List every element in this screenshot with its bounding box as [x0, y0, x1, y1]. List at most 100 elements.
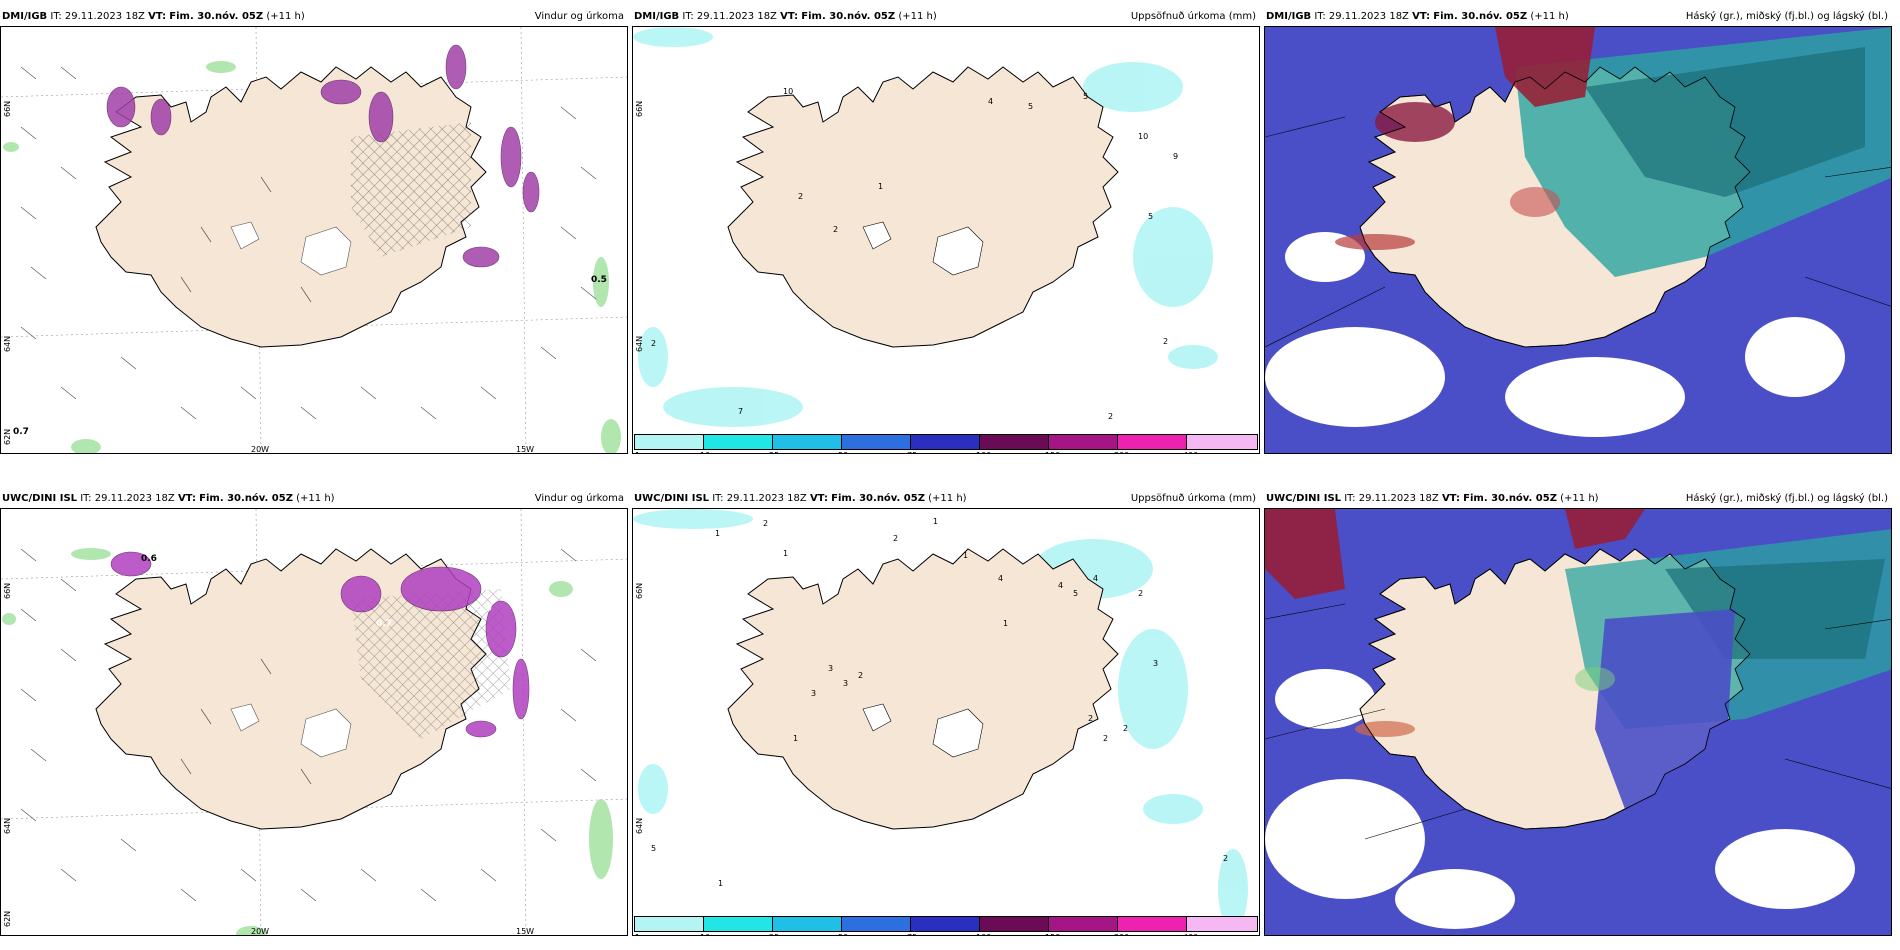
valid-time: Fim. 30.nóv. 05Z: [1433, 11, 1528, 22]
colorbar-tick: 150: [1045, 933, 1060, 935]
map-area[interactable]: [1264, 26, 1892, 454]
precip-number: 2: [1163, 337, 1169, 346]
map-area[interactable]: 66N 64N 10 4 5 5 10 9 1 2 2 5 2 2 7 2 11…: [632, 26, 1260, 454]
colorbar-swatch: [1186, 916, 1258, 932]
precip-number: 3: [843, 679, 849, 688]
colorbar-tick: 25: [769, 933, 779, 935]
lat-label: 66N: [3, 100, 12, 117]
wind-map-svg: [1, 27, 627, 453]
panel-header: UWC/DINI ISL IT: 29.11.2023 18Z VT: Fim.…: [0, 490, 628, 508]
colorbar-swatch: [979, 434, 1049, 450]
valid-time: Fim. 30.nóv. 05Z: [801, 11, 896, 22]
precip-number: 3: [828, 664, 834, 673]
precip-number: 2: [1103, 734, 1109, 743]
init-time: 29.11.2023 18Z: [64, 11, 145, 22]
colorbar-swatch: [772, 434, 842, 450]
colorbar-tick: 100: [976, 451, 991, 453]
precip-number: 7: [738, 407, 744, 416]
valid-time: Fim. 30.nóv. 05Z: [831, 493, 925, 504]
lat-label: 62N: [3, 428, 12, 445]
map-area[interactable]: [1264, 508, 1892, 936]
precip-map-svg: [633, 27, 1218, 427]
colorbar-swatch: [1117, 916, 1187, 932]
lat-label: 66N: [635, 100, 644, 117]
colorbar-swatch: [1048, 434, 1118, 450]
lat-label: 64N: [3, 817, 12, 834]
precip-number: 2: [1123, 724, 1129, 733]
colorbar-tick: 200: [1114, 933, 1129, 935]
valid-time: Fim. 30.nóv. 05Z: [169, 11, 264, 22]
precip-number: 1: [933, 517, 939, 526]
source-label: UWC/DINI ISL: [2, 493, 78, 504]
lat-label: 62N: [3, 910, 12, 927]
colorbar-tick: 100: [976, 933, 991, 935]
precip-number: 1: [1003, 619, 1009, 628]
colorbar-tick: 150: [1045, 451, 1060, 453]
lon-label: 15W: [516, 927, 535, 936]
lead-time: (+11 h): [266, 11, 305, 22]
panel-title: Vindur og úrkoma: [534, 11, 624, 22]
lon-label: 20W: [251, 927, 270, 936]
colorbar-swatch: [1048, 916, 1118, 932]
panel-header: UWC/DINI ISL IT: 29.11.2023 18Z VT: Fim.…: [632, 490, 1260, 508]
colorbar: 1 10 25 50 75 100 150 200 400: [634, 434, 1258, 453]
colorbar-tick: 75: [907, 451, 917, 453]
precip-number: 5: [1073, 589, 1079, 598]
colorbar-swatch: [703, 434, 773, 450]
precip-number: 1: [963, 551, 969, 560]
source-label: DMI/IGB: [1266, 11, 1312, 22]
panel-title: Vindur og úrkoma: [534, 493, 624, 504]
colorbar-tick: 1: [635, 451, 640, 453]
precip-number: 2: [763, 519, 769, 528]
cloud-map-svg: [1265, 27, 1891, 453]
colorbar-swatch: [910, 916, 980, 932]
init-time: 29.11.2023 18Z: [94, 493, 175, 504]
source-label: UWC/DINI ISL: [634, 493, 710, 504]
colorbar-tick: 10: [700, 451, 710, 453]
colorbar-tick: 75: [907, 933, 917, 935]
init-time: 29.11.2023 18Z: [1328, 11, 1409, 22]
precip-number: 4: [1093, 574, 1099, 583]
precip-number: 5: [651, 844, 657, 853]
precip-number: 5: [1148, 212, 1154, 221]
panel-title: Háský (gr.), miðský (fj.bl.) og lágský (…: [1685, 11, 1888, 22]
precip-number: 2: [1108, 412, 1114, 421]
map-area[interactable]: 20W 15W 66N 64N 62N 0.5 0.7: [0, 26, 628, 454]
precip-annotation: 0.7: [13, 427, 29, 437]
precip-number: 1: [718, 879, 724, 888]
precip-number: 3: [1153, 659, 1159, 668]
source-label: DMI/IGB: [2, 11, 48, 22]
panel-accum-precip-dmi: DMI/IGB IT: 29.11.2023 18Z VT: Fim. 30.n…: [632, 8, 1260, 454]
colorbar-swatch: [841, 434, 911, 450]
map-area[interactable]: 20W 15W 66N 64N 62N 0.6 0.9 0.7: [0, 508, 628, 936]
valid-time: Fim. 30.nóv. 05Z: [199, 493, 293, 504]
precip-number: 2: [893, 534, 899, 543]
panel-title: Uppsöfnuð úrkoma (mm): [1130, 493, 1256, 504]
precip-annotation: 0.9: [476, 604, 492, 614]
panel-header: DMI/IGB IT: 29.11.2023 18Z VT: Fim. 30.n…: [632, 8, 1260, 26]
colorbar: 1 10 25 50 75 100 150 200 400: [634, 916, 1258, 935]
colorbar-tick: 400: [1183, 933, 1198, 935]
panel-header: UWC/DINI ISL IT: 29.11.2023 18Z VT: Fim.…: [1264, 490, 1892, 508]
precip-number: 10: [1138, 132, 1149, 141]
precip-number: 2: [833, 225, 839, 234]
cloud-map-svg: [1265, 509, 1891, 935]
panel-wind-precip-uwc: UWC/DINI ISL IT: 29.11.2023 18Z VT: Fim.…: [0, 490, 628, 936]
colorbar-swatch: [634, 916, 704, 932]
lat-label: 64N: [635, 335, 644, 352]
lead-time: (+11 h): [898, 11, 937, 22]
precip-number: 9: [1173, 152, 1179, 161]
lead-time: (+11 h): [296, 493, 335, 504]
colorbar-swatch: [1186, 434, 1258, 450]
precip-number: 4: [1058, 581, 1064, 590]
colorbar-swatch: [772, 916, 842, 932]
panel-accum-precip-uwc: UWC/DINI ISL IT: 29.11.2023 18Z VT: Fim.…: [632, 490, 1260, 936]
colorbar-swatch: [634, 434, 704, 450]
precip-number: 4: [998, 574, 1004, 583]
colorbar-tick: 400: [1183, 451, 1198, 453]
panel-title: Uppsöfnuð úrkoma (mm): [1130, 11, 1256, 22]
precip-number: 2: [798, 192, 804, 201]
panel-wind-precip-dmi: DMI/IGB IT: 29.11.2023 18Z VT: Fim. 30.n…: [0, 8, 628, 454]
colorbar-tick: 25: [769, 451, 779, 453]
map-area[interactable]: 66N 64N 1 2 1 2 1 1 4 4 5 2 4 1 3 3 2 3 …: [632, 508, 1260, 936]
